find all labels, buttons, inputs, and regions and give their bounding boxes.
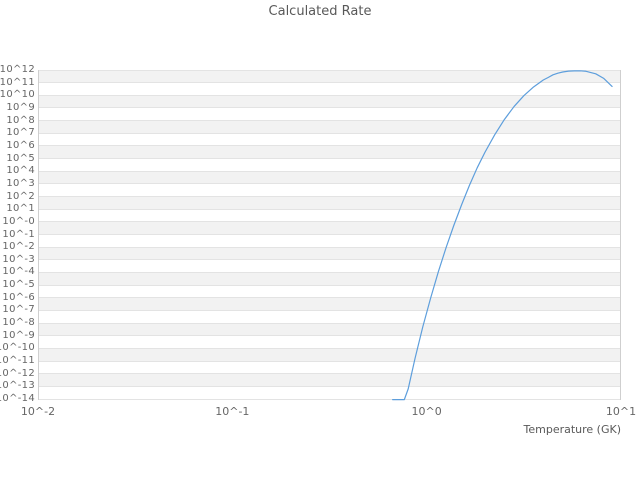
x-tick-label: 10^0 [411, 405, 442, 418]
x-tick-label: 10^-2 [20, 405, 56, 418]
rate-curve [392, 70, 613, 401]
y-tick-label: 10^10 [0, 89, 35, 101]
y-tick-label: 10^4 [6, 165, 35, 177]
y-tick-label: 10^-3 [2, 253, 35, 265]
plot-band [38, 120, 621, 134]
gridline [38, 360, 621, 362]
x-tick-label: 10^1 [605, 405, 637, 418]
gridline [38, 309, 621, 311]
gridline [38, 183, 621, 185]
gridline [38, 246, 621, 248]
gridline [38, 234, 621, 235]
gridline [38, 221, 621, 223]
gridline [38, 208, 621, 210]
gridline [38, 335, 621, 337]
axis-border [38, 69, 39, 400]
plot-area [38, 69, 621, 401]
y-tick-label: 10^8 [6, 114, 35, 126]
y-tick-label: 10^-12 [0, 367, 35, 379]
y-tick-label: 10^5 [6, 152, 35, 164]
y-tick-label: 10^-6 [2, 291, 35, 303]
gridline [38, 82, 621, 84]
y-tick-label: 10^-9 [2, 329, 35, 341]
x-tick-label: 10^-1 [215, 405, 250, 418]
gridline [38, 132, 621, 134]
plot-band [38, 297, 621, 311]
gridline [38, 284, 621, 286]
gridline [38, 107, 621, 109]
gridline [38, 297, 621, 299]
gridline [38, 120, 621, 122]
gridline [38, 385, 621, 387]
y-tick-label: 10^-8 [2, 317, 35, 329]
y-tick-label: 10^-13 [0, 380, 35, 392]
y-tick-label: 10^-7 [2, 304, 35, 316]
gridline [38, 373, 621, 375]
plot-band [38, 323, 621, 336]
plot-band [38, 196, 621, 210]
gridline [38, 94, 621, 96]
y-tick-label: 10^11 [0, 76, 35, 88]
gridline [38, 347, 621, 349]
plot-band [38, 272, 621, 286]
y-tick-label: 10^-2 [2, 241, 35, 253]
plot-band [38, 171, 621, 184]
y-tick-label: 10^-4 [2, 266, 35, 278]
gridline [38, 322, 621, 324]
x-axis-title: Temperature (GK) [523, 423, 622, 436]
y-tick-label: 10^3 [6, 177, 35, 189]
gridline [38, 271, 621, 273]
axis-border [620, 69, 621, 400]
y-tick-label: 10^-5 [2, 279, 35, 291]
y-tick-label: 10^-10 [0, 342, 35, 354]
gridline [38, 170, 621, 172]
gridline [38, 196, 621, 198]
y-tick-label: 10^12 [0, 64, 35, 75]
rate-curve-layer [392, 70, 613, 401]
plot-band [38, 373, 621, 387]
y-tick-label: 10^-1 [2, 228, 35, 240]
y-tick-label: 10^1 [6, 203, 35, 215]
y-tick-label: 10^-14 [0, 393, 35, 404]
plot-band [38, 70, 621, 83]
gridline [38, 69, 621, 71]
y-tick-label: 10^9 [6, 101, 35, 113]
plot-band [38, 221, 621, 235]
gridline [38, 398, 621, 400]
y-tick-label: 10^7 [6, 127, 35, 139]
plot-band [38, 95, 621, 108]
plot-band [38, 145, 621, 159]
y-tick-label: 10^-0 [2, 215, 35, 227]
gridline [38, 158, 621, 160]
gridline [38, 259, 621, 261]
plot-band [38, 348, 621, 362]
y-tick-label: 10^6 [6, 139, 35, 151]
y-tick-label: 10^2 [6, 190, 35, 202]
y-tick-label: 10^-11 [0, 355, 35, 367]
chart-title: Calculated Rate [268, 4, 372, 19]
plot-band [38, 247, 621, 260]
gridline [38, 145, 621, 147]
